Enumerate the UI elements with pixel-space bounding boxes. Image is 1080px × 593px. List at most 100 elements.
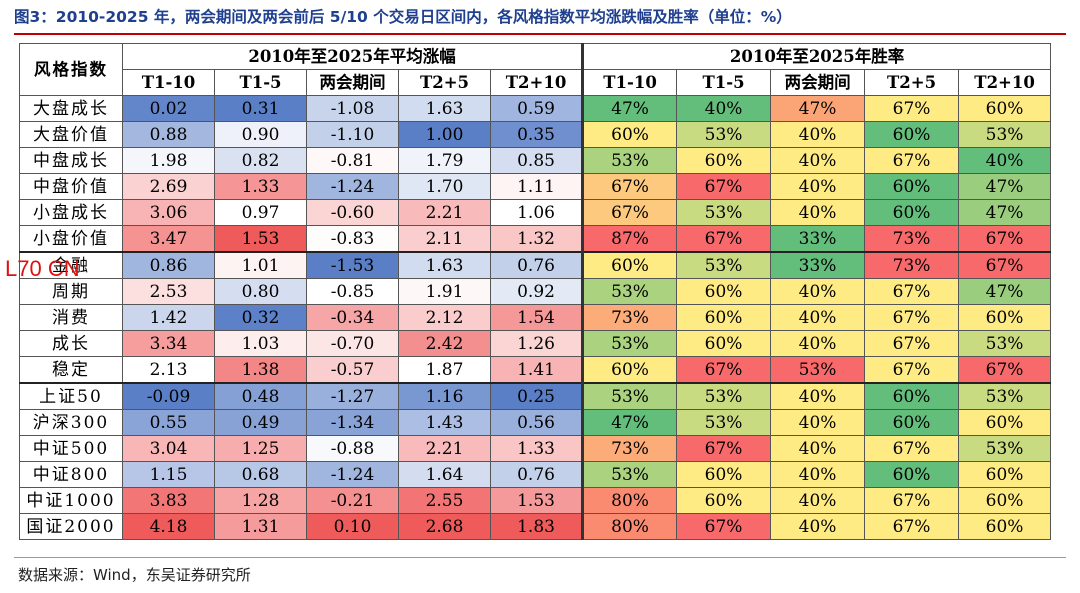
row-label: 中盘价值 [19,173,123,200]
winrate-cell: 60% [676,330,772,357]
style-index-table: 风格指数 2010年至2025年平均涨幅 2010年至2025年胜率 T1-10… [19,43,1052,540]
winrate-cell: 60% [864,409,960,436]
winrate-cell: 67% [864,304,960,331]
return-cell: 3.47 [122,225,215,253]
winrate-cell: 47% [958,278,1052,305]
return-cell: -0.34 [306,304,399,331]
winrate-cell: 67% [864,487,960,514]
winrate-cell: 40% [770,461,866,488]
winrate-cell: 53% [581,382,678,410]
return-cell: 2.55 [398,487,491,514]
winrate-cell: 60% [864,121,960,148]
winrate-cell: 73% [864,225,960,253]
row-label: 中证800 [19,461,123,488]
winrate-cell: 40% [770,147,866,174]
return-cell: 2.68 [398,513,491,540]
winrate-cell: 60% [676,304,772,331]
return-cell: 3.04 [122,435,215,462]
winrate-cell: 60% [864,199,960,226]
return-cell: -0.57 [306,356,399,384]
row-label: 金融 [19,251,123,279]
return-cell: -1.08 [306,95,399,122]
winrate-cell: 67% [864,513,960,540]
return-cell: 1.38 [214,356,307,384]
return-cell: 0.97 [214,199,307,226]
group-header-row: 风格指数 2010年至2025年平均涨幅 2010年至2025年胜率 [19,43,1052,96]
return-cell: 1.16 [398,382,491,410]
row-label: 大盘成长 [19,95,123,122]
winrate-cell: 73% [864,251,960,279]
table-row: 大盘成长 0.02 0.31 -1.08 1.63 0.59 47% 40% 47% 67% 60% [19,95,1052,122]
return-cell: 1.11 [489,173,584,200]
table-row: 小盘成长 3.06 0.97 -0.60 2.21 1.06 67% 53% 40% 60% 47% [19,199,1052,226]
return-cell: 1.28 [214,487,307,514]
winrate-cell: 60% [676,278,772,305]
winrate-cell: 53% [676,121,772,148]
winrate-cell: 40% [770,382,866,410]
group-header-winrate: 2010年至2025年胜率 [581,43,1052,70]
winrate-cell: 60% [864,461,960,488]
winrate-cell: 67% [864,278,960,305]
return-cell: 1.64 [398,461,491,488]
return-cell: 2.42 [398,330,491,357]
col-header: 两会期间 [306,69,399,96]
row-label: 大盘价值 [19,121,123,148]
winrate-cell: 40% [770,121,866,148]
winrate-cell: 53% [581,461,678,488]
winrate-cell: 60% [958,461,1052,488]
return-cell: 2.69 [122,173,215,200]
winrate-cell: 67% [864,435,960,462]
winrate-cell: 60% [958,304,1052,331]
return-cell: 0.10 [306,513,399,540]
winrate-cell: 53% [581,147,678,174]
return-cell: 1.79 [398,147,491,174]
winrate-cell: 33% [770,251,866,279]
return-cell: 1.41 [489,356,584,384]
table-row: 中证500 3.04 1.25 -0.88 2.21 1.33 73% 67% 40% 67% 53… [19,435,1052,462]
table-row: 周期 2.53 0.80 -0.85 1.91 0.92 53% 60% 40% 67% 47% [19,278,1052,305]
return-cell: -1.53 [306,251,399,279]
table-row: 上证50 -0.09 0.48 -1.27 1.16 0.25 53% 53% 40% 60% 53… [19,382,1052,410]
winrate-cell: 67% [958,251,1052,279]
winrate-cell: 60% [581,121,678,148]
winrate-cell: 67% [676,513,772,540]
row-label: 上证50 [19,382,123,410]
winrate-cell: 60% [581,251,678,279]
return-cell: 1.83 [489,513,584,540]
winrate-cell: 67% [581,173,678,200]
col-header: T1-5 [214,69,307,96]
winrate-cell: 40% [770,435,866,462]
return-cell: 1.01 [214,251,307,279]
table-row: 成长 3.34 1.03 -0.70 2.42 1.26 53% 60% 40% 67% 53% [19,330,1052,357]
return-cell: -0.21 [306,487,399,514]
group-header-returns: 2010年至2025年平均涨幅 [121,43,584,70]
column-header-row: T1-10 T1-5 两会期间 T2+5 T2+10 T1-10 T1-5 两会… [20,69,1052,96]
winrate-cell: 60% [958,513,1052,540]
winrate-cell: 60% [958,487,1052,514]
return-cell: 0.31 [214,95,307,122]
winrate-cell: 53% [676,382,772,410]
winrate-cell: 67% [676,225,772,253]
winrate-cell: 67% [864,147,960,174]
return-cell: -0.88 [306,435,399,462]
return-cell: 0.02 [122,95,215,122]
table-row: 中证1000 3.83 1.28 -0.21 2.55 1.53 80% 60% 40% 67% 6… [19,487,1052,514]
return-cell: -1.34 [306,409,399,436]
winrate-cell: 60% [581,356,678,384]
return-cell: 0.35 [489,121,584,148]
table-body: 大盘成长 0.02 0.31 -1.08 1.63 0.59 47% 40% 47% 67% 60%… [19,95,1052,540]
return-cell: -0.83 [306,225,399,253]
return-cell: 1.26 [489,330,584,357]
return-cell: 1.53 [489,487,584,514]
return-cell: 0.56 [489,409,584,436]
table-row: 稳定 2.13 1.38 -0.57 1.87 1.41 60% 67% 53% 67% 67% [19,356,1052,384]
winrate-cell: 40% [770,278,866,305]
return-cell: 1.42 [122,304,215,331]
winrate-cell: 40% [958,147,1052,174]
return-cell: 0.88 [122,121,215,148]
col-header: T2+5 [398,69,491,96]
col-header: T1-10 [122,69,215,96]
row-label: 中盘成长 [19,147,123,174]
winrate-cell: 80% [581,487,678,514]
return-cell: 1.70 [398,173,491,200]
